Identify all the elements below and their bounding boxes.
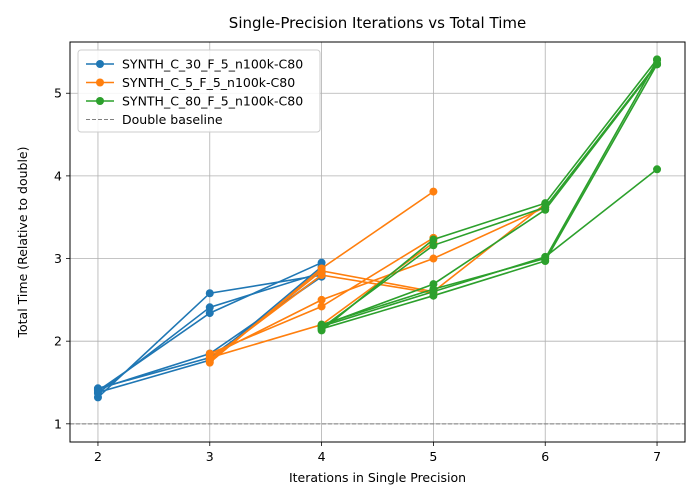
legend-marker xyxy=(96,97,104,105)
series-line xyxy=(321,63,658,330)
series-layer xyxy=(93,55,662,402)
series-3 xyxy=(317,55,662,335)
x-tick-label: 4 xyxy=(318,449,326,464)
data-point xyxy=(653,60,662,69)
y-ticks: 1 2 3 4 5 xyxy=(54,86,70,431)
data-point xyxy=(205,309,214,318)
series-line xyxy=(321,63,658,327)
y-tick-label: 3 xyxy=(54,251,62,266)
series-line xyxy=(321,58,658,332)
series-line xyxy=(209,206,546,357)
legend-label: SYNTH_C_5_F_5_n100k-C80 xyxy=(122,75,295,90)
y-tick-label: 4 xyxy=(54,168,62,183)
legend-box xyxy=(77,49,321,133)
y-tick-label: 1 xyxy=(54,416,62,431)
x-tick-label: 6 xyxy=(541,449,549,464)
legend-label: SYNTH_C_80_F_5_n100k-C80 xyxy=(122,94,303,109)
series-line xyxy=(321,168,658,328)
x-tick-label: 7 xyxy=(653,449,661,464)
data-point xyxy=(429,254,438,263)
y-tick-label: 5 xyxy=(54,86,62,101)
y-tick-label: 2 xyxy=(54,334,62,349)
data-point xyxy=(317,302,326,311)
grid xyxy=(70,42,685,442)
data-point xyxy=(317,295,326,304)
data-point xyxy=(317,266,326,275)
data-point xyxy=(205,289,214,298)
x-axis-label: Iterations in Single Precision xyxy=(289,470,466,485)
legend-label: SYNTH_C_30_F_5_n100k-C80 xyxy=(122,57,303,72)
legend-marker xyxy=(96,60,104,68)
chart-title: Single-Precision Iterations vs Total Tim… xyxy=(229,14,526,32)
data-point xyxy=(429,187,438,196)
y-axis-label: Total Time (Relative to double) xyxy=(15,147,30,339)
legend-marker xyxy=(96,78,104,87)
legend-label: Double baseline xyxy=(122,112,223,127)
data-point xyxy=(205,303,214,312)
x-ticks: 2 3 4 5 6 7 xyxy=(94,442,661,464)
x-tick-label: 5 xyxy=(429,449,437,464)
series-line xyxy=(321,63,658,329)
data-point xyxy=(317,322,326,331)
plot-frame xyxy=(69,41,686,443)
data-point xyxy=(205,352,214,361)
legend: SYNTH_C_30_F_5_n100k-C80 SYNTH_C_5_F_5_n1… xyxy=(77,49,321,133)
data-point xyxy=(541,252,550,261)
data-point xyxy=(541,205,550,214)
data-point xyxy=(93,388,102,397)
data-point xyxy=(429,287,438,296)
data-point xyxy=(429,235,438,244)
x-tick-label: 3 xyxy=(206,449,214,464)
x-tick-label: 2 xyxy=(94,449,102,464)
data-point xyxy=(653,165,662,174)
data-point xyxy=(429,241,438,250)
